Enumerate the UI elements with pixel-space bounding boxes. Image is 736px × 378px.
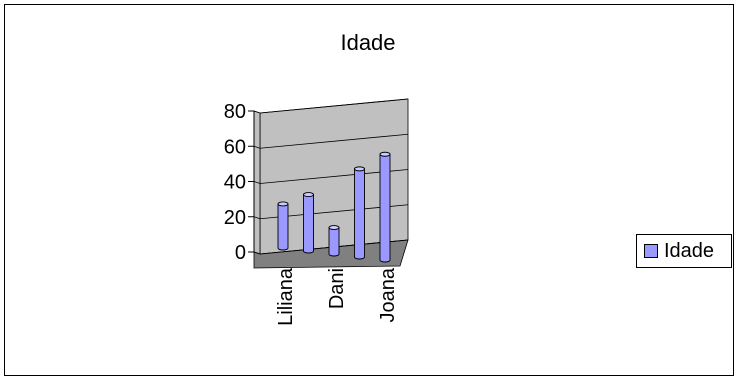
bar-top xyxy=(354,166,365,172)
gridline-side xyxy=(253,251,261,255)
gridline-side xyxy=(253,110,261,114)
gridline-side xyxy=(253,181,261,184)
gridline-side xyxy=(253,216,261,220)
bar-body xyxy=(379,153,391,263)
bar xyxy=(328,225,340,257)
bar-body xyxy=(328,227,340,257)
bar xyxy=(277,201,289,251)
y-tick-label: 40 xyxy=(224,172,246,194)
x-tick-label: Liliana xyxy=(275,267,297,326)
bar-top xyxy=(379,151,391,157)
bar xyxy=(379,151,391,263)
bar-top xyxy=(303,192,314,198)
y-tick-label: 60 xyxy=(224,136,246,158)
bar-body xyxy=(277,203,289,251)
gridline xyxy=(259,133,409,149)
legend: Idade xyxy=(636,234,732,268)
y-tick-label: 80 xyxy=(224,101,246,123)
y-tick-label: 0 xyxy=(235,242,246,264)
bar-top xyxy=(277,201,289,207)
x-tick-label: Joana xyxy=(377,267,399,322)
x-tick-label: Dani xyxy=(326,268,348,309)
bar xyxy=(354,166,365,260)
bar xyxy=(303,192,314,254)
gridline xyxy=(259,98,409,114)
bar-body xyxy=(303,194,314,254)
bar-body xyxy=(354,168,365,260)
gridline-side xyxy=(253,145,261,149)
legend-label: Idade xyxy=(664,239,715,262)
chart-title: Idade xyxy=(340,30,396,55)
bar-top xyxy=(328,225,340,231)
legend-swatch xyxy=(644,244,658,258)
y-tick-label: 20 xyxy=(224,207,246,229)
